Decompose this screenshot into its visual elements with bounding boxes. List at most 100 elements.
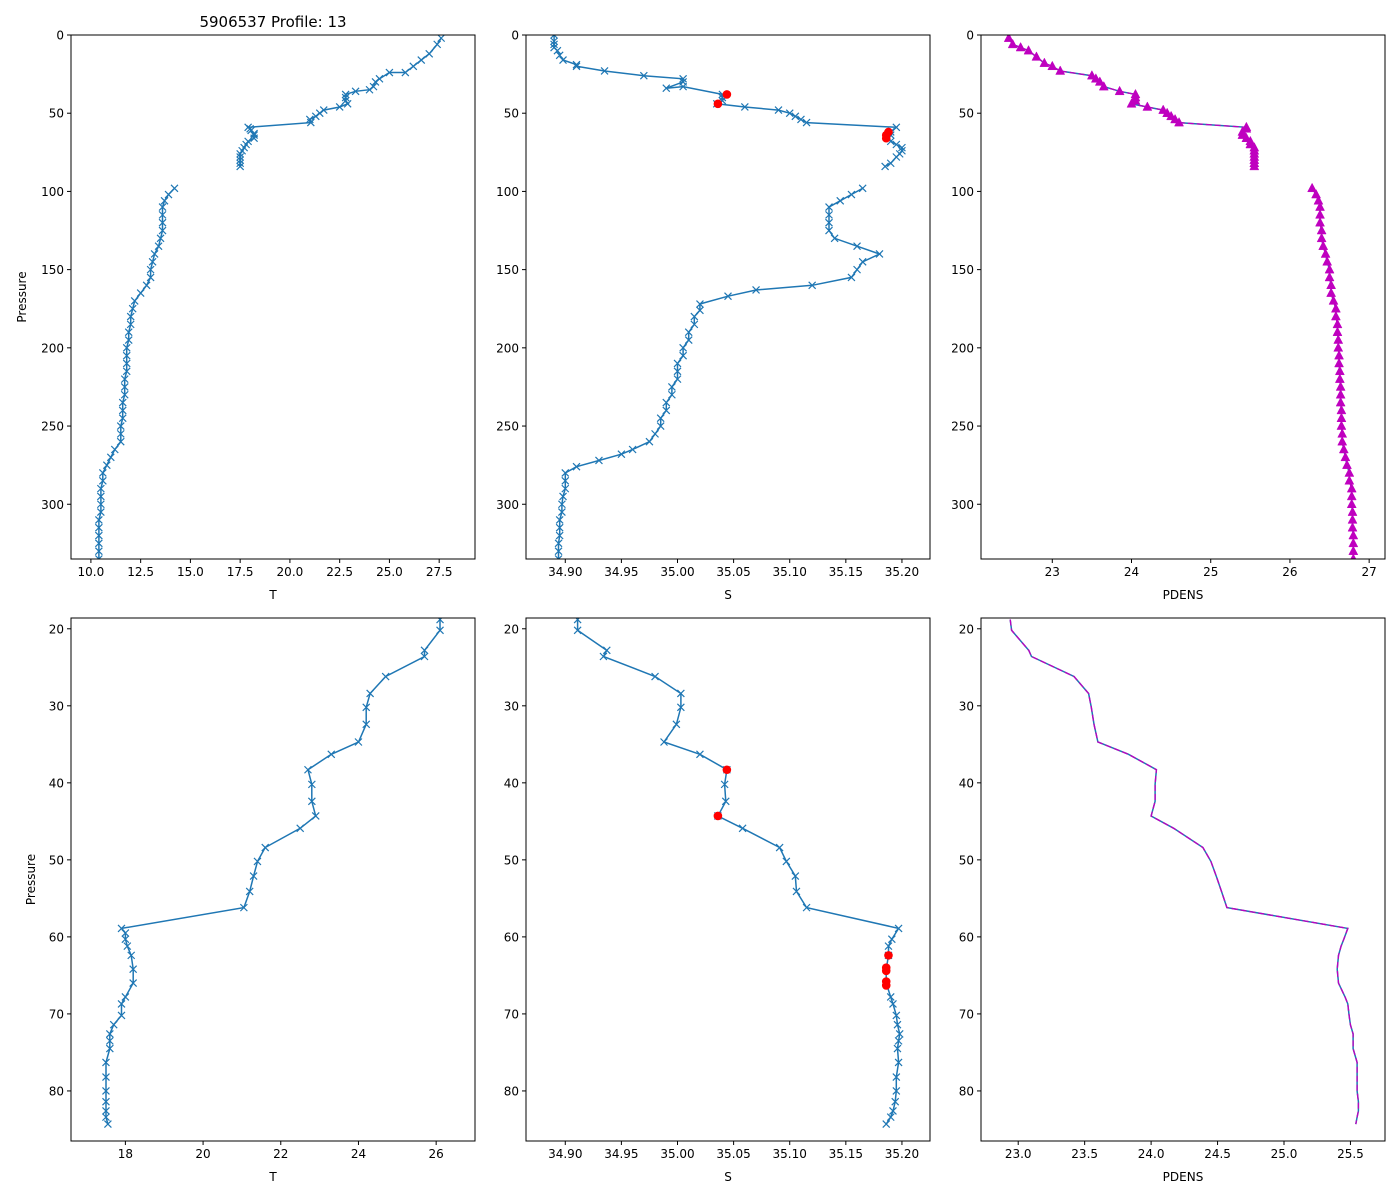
data-point-x bbox=[343, 99, 352, 108]
data-point-x bbox=[891, 1097, 900, 1106]
data-point-x bbox=[561, 476, 570, 485]
subplot-top-density: 23 24 25 26 27 0 50 100 150 200 250 300 PDENS bbox=[951, 29, 1386, 602]
data-point-x bbox=[696, 306, 704, 315]
data-point-triangle bbox=[1335, 397, 1346, 407]
data-point-x bbox=[825, 210, 833, 219]
data-point-x bbox=[886, 993, 895, 1001]
data-point-x bbox=[836, 196, 845, 205]
x-axis-label: S bbox=[724, 588, 732, 602]
data-point-x bbox=[825, 203, 833, 211]
y-tick-label: 50 bbox=[959, 853, 974, 867]
y-tick-label: 300 bbox=[496, 498, 519, 512]
plot-area bbox=[573, 618, 904, 1128]
y-tick-label: 70 bbox=[49, 1007, 64, 1021]
data-point-x bbox=[886, 1113, 895, 1122]
data-point-x bbox=[102, 1107, 110, 1115]
data-point-x bbox=[381, 672, 390, 681]
data-point-x bbox=[96, 508, 105, 516]
data-point-x bbox=[559, 56, 567, 64]
data-point-x bbox=[362, 720, 371, 729]
data-point-x bbox=[136, 289, 145, 298]
data-point-x bbox=[676, 703, 685, 712]
data-point-x bbox=[858, 257, 867, 266]
x-axis: 23.0 23.5 24.0 24.5 25.0 25.5 bbox=[1005, 1141, 1364, 1161]
data-point-x bbox=[740, 103, 749, 111]
data-point-x bbox=[261, 843, 270, 852]
axes-frame bbox=[70, 617, 476, 1142]
y-axis: 20 30 40 50 60 70 80 bbox=[959, 622, 981, 1098]
x-tick-label: 35.15 bbox=[829, 565, 863, 579]
data-point-x bbox=[550, 37, 558, 46]
data-point-x bbox=[250, 134, 259, 143]
data-point-x bbox=[401, 68, 410, 77]
axes-frame bbox=[980, 34, 1386, 560]
axes-frame bbox=[525, 617, 931, 1142]
data-point-x bbox=[847, 273, 856, 282]
flagged-point bbox=[881, 981, 891, 990]
data-point-x bbox=[105, 1044, 114, 1053]
data-point-triangle bbox=[1249, 160, 1260, 171]
data-point-x bbox=[738, 824, 747, 833]
plot-area bbox=[1003, 35, 1359, 559]
figure-title: 5906537 Profile: 13 bbox=[199, 13, 346, 31]
data-point-x bbox=[651, 429, 659, 438]
data-point-x bbox=[825, 226, 833, 235]
data-point-x bbox=[559, 492, 567, 501]
data-point-x bbox=[894, 924, 903, 933]
data-point-x bbox=[351, 87, 360, 96]
series-flagged bbox=[713, 90, 893, 143]
data-point-x bbox=[94, 555, 103, 559]
data-point-triangle bbox=[1142, 101, 1153, 111]
data-point-x bbox=[142, 281, 151, 290]
data-point-triangle bbox=[1094, 76, 1105, 86]
data-point-x bbox=[572, 60, 581, 69]
data-point-x bbox=[882, 1120, 891, 1128]
data-point-x bbox=[109, 1020, 118, 1029]
x-tick-label: 34.90 bbox=[548, 565, 582, 579]
data-point-x bbox=[830, 234, 839, 243]
data-point-triangle bbox=[1003, 35, 1014, 42]
data-point-x bbox=[436, 618, 444, 624]
data-point-x bbox=[782, 857, 791, 866]
data-point-x bbox=[118, 398, 127, 407]
x-tick-label: 25 bbox=[1203, 565, 1218, 579]
y-tick-label: 30 bbox=[49, 699, 64, 713]
data-point-x bbox=[102, 1073, 110, 1081]
data-point-triangle bbox=[1332, 326, 1343, 336]
data-point-triangle bbox=[1313, 195, 1324, 205]
plot-area bbox=[94, 35, 446, 559]
data-point-x bbox=[679, 74, 688, 83]
y-axis: 20 30 40 50 60 70 80 bbox=[504, 622, 526, 1098]
data-point-x bbox=[236, 159, 245, 168]
data-point-x bbox=[892, 153, 901, 161]
flagged-point bbox=[722, 765, 732, 775]
data-point-x bbox=[236, 153, 245, 161]
data-point-x bbox=[894, 1036, 903, 1045]
y-tick-label: 40 bbox=[504, 776, 519, 790]
x-tick-label: 24.0 bbox=[1138, 1147, 1165, 1161]
data-point-x bbox=[720, 780, 729, 789]
data-point-x bbox=[130, 296, 139, 305]
x-axis: 23 24 25 26 27 bbox=[1045, 559, 1377, 579]
y-tick-label: 50 bbox=[504, 107, 519, 121]
y-tick-label: 150 bbox=[496, 263, 519, 277]
x-tick-label: 12.5 bbox=[127, 565, 154, 579]
y-axis: 20 30 40 50 60 70 80 bbox=[49, 622, 71, 1098]
data-point-x bbox=[684, 336, 693, 344]
x-tick-label: 35.10 bbox=[773, 565, 807, 579]
data-point-x bbox=[236, 156, 245, 165]
data-point-x bbox=[881, 162, 890, 171]
data-point-x bbox=[696, 750, 704, 759]
data-point-x bbox=[775, 843, 784, 852]
y-tick-label: 300 bbox=[951, 498, 974, 512]
y-tick-label: 200 bbox=[41, 341, 64, 355]
data-point-x bbox=[245, 887, 254, 896]
data-point-x bbox=[572, 462, 581, 471]
subplot-top-temperature: 10.0 12.5 15.0 17.5 20.0 22.5 25.0 27.5 0 50 100 15… bbox=[15, 29, 476, 602]
data-point-x bbox=[721, 797, 730, 806]
data-point-x bbox=[892, 1087, 901, 1095]
data-point-x bbox=[117, 1011, 126, 1020]
data-point-x bbox=[154, 242, 163, 251]
data-point-x bbox=[385, 68, 394, 77]
data-point-x bbox=[690, 320, 699, 329]
